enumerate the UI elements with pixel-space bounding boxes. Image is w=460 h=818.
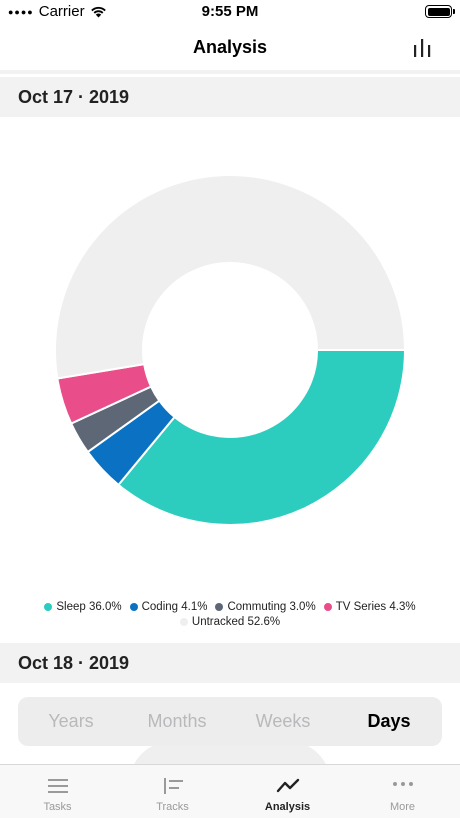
legend-dot xyxy=(44,603,53,611)
section-header-first: Oct 17 · 2019 xyxy=(0,77,460,117)
tab-tracks[interactable]: Tracks xyxy=(115,765,230,818)
legend-dot xyxy=(215,603,224,611)
legend-label: Coding 4.1% xyxy=(141,601,208,613)
segment-days[interactable]: Days xyxy=(367,711,411,731)
status-time: 9:55 PM xyxy=(201,3,259,20)
wifi-icon xyxy=(90,6,106,18)
period-segmented-control[interactable]: Years Months Weeks Days xyxy=(18,697,442,746)
slice-untracked[interactable] xyxy=(54,174,407,380)
tab-more[interactable]: More xyxy=(345,765,460,818)
legend-item-coding: Coding 4.1% xyxy=(129,600,208,614)
legend-item-untracked: Untracked 52.6% xyxy=(179,615,281,629)
segment-years[interactable]: Years xyxy=(48,711,94,731)
legend-label: Untracked 52.6% xyxy=(191,616,281,628)
tab-label: More xyxy=(389,801,416,813)
donut-chart xyxy=(54,174,407,526)
tab-label: Tasks xyxy=(43,801,72,813)
legend-label: Sleep 36.0% xyxy=(56,601,122,613)
legend-item-sleep: Sleep 36.0% xyxy=(44,600,122,614)
tab-bar: Tasks Tracks Analysis More xyxy=(0,764,460,818)
legend-dot xyxy=(323,603,332,611)
section-date: Oct 17 · 2019 xyxy=(18,87,130,107)
chart-legend: Sleep 36.0% Coding 4.1% Commuting 3.0% TV S… xyxy=(0,600,460,630)
status-bar: ●●●● Carrier 9:55 PM xyxy=(0,0,460,24)
section-header-second: Oct 18 · 2019 xyxy=(0,643,460,683)
status-left: ●●●● Carrier xyxy=(8,3,107,20)
legend-item-commuting: Commuting 3.0% xyxy=(215,600,316,614)
trend-line-icon xyxy=(276,778,299,793)
signal-dots-icon: ●●●● xyxy=(8,6,34,17)
tab-label: Analysis xyxy=(264,801,311,813)
battery-icon xyxy=(425,5,455,18)
legend-label: Commuting 3.0% xyxy=(227,601,316,613)
section-date: Oct 18 · 2019 xyxy=(18,653,130,673)
legend-dot xyxy=(179,618,188,626)
segment-months[interactable]: Months xyxy=(147,711,207,731)
navigation-bar: Analysis xyxy=(0,24,460,70)
tab-label: Tracks xyxy=(156,801,189,813)
legend-label: TV Series 4.3% xyxy=(335,601,416,613)
legend-item-tv-series: TV Series 4.3% xyxy=(323,600,416,614)
previous-section-peek xyxy=(0,70,460,74)
legend-dot xyxy=(129,603,138,611)
segment-weeks[interactable]: Weeks xyxy=(255,711,311,731)
bar-chart-icon[interactable] xyxy=(412,37,434,59)
tab-analysis[interactable]: Analysis xyxy=(230,765,345,818)
page-title: Analysis xyxy=(192,37,268,57)
tab-tasks[interactable]: Tasks xyxy=(0,765,115,818)
tracks-icon xyxy=(163,778,183,794)
more-dots-icon xyxy=(392,782,413,786)
slice-sleep[interactable] xyxy=(117,349,407,526)
carrier-label: Carrier xyxy=(38,3,85,20)
list-icon xyxy=(47,779,68,793)
